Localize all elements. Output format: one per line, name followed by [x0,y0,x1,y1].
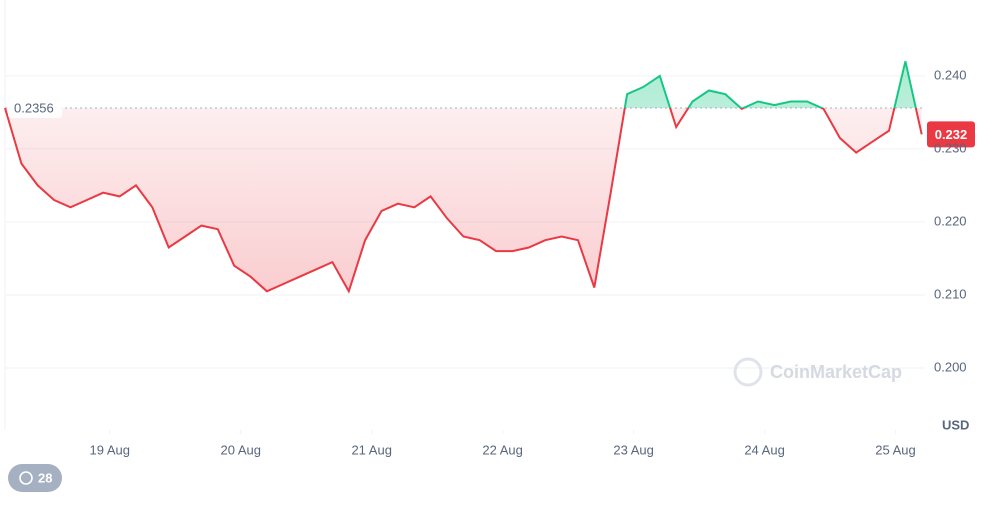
x-tick-label: 25 Aug [875,442,916,457]
y-tick-label: 0.220 [934,213,967,228]
reference-label: 0.2356 [14,100,54,115]
x-tick-label: 24 Aug [744,442,785,457]
last-price-label: 0.232 [935,127,968,142]
last-price-bg [927,121,975,148]
x-tick-label: 23 Aug [613,442,654,457]
x-tick-label: 21 Aug [351,442,392,457]
y-tick-label: 0.240 [934,67,967,82]
reference-label-bg [8,98,62,119]
watermark-text: CoinMarketCap [770,362,902,382]
y-tick-label: 0.230 [934,140,967,155]
y-tick-label: 0.210 [934,286,967,301]
watermark-logo [733,357,763,387]
x-tick-label: 22 Aug [482,442,523,457]
price-line-down [4,108,923,294]
badge-bg[interactable] [8,464,62,492]
watermark: CoinMarketCap [733,357,902,387]
x-tick-label: 20 Aug [220,442,261,457]
price-line-up [4,61,917,109]
badge-icon [19,471,33,485]
area-down [5,108,922,292]
unit-label: USD [942,417,969,432]
x-tick-label: 19 Aug [90,442,131,457]
y-tick-label: 0.200 [934,359,967,374]
badge-text[interactable]: 28 [38,470,52,485]
history-badge[interactable]: 28 [8,464,62,492]
